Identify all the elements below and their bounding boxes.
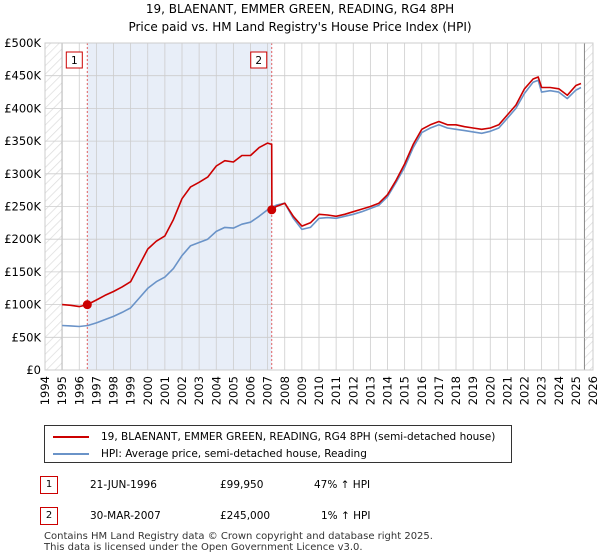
transaction-price: £99,950 — [220, 479, 264, 491]
legend-item-hpi: HPI: Average price, semi-detached house,… — [45, 446, 367, 462]
footer-attribution: Contains HM Land Registry data © Crown c… — [44, 531, 433, 553]
transaction-row: 2 30-MAR-2007 £245,000 1% ↑ HPI — [40, 507, 560, 527]
marker-label: 1 — [71, 55, 78, 67]
chart-subtitle: Price paid vs. HM Land Registry's House … — [128, 20, 471, 34]
transaction-date: 21-JUN-1996 — [90, 479, 157, 491]
x-tick-label: 2026 — [586, 376, 600, 405]
y-tick-label: £450K — [4, 69, 41, 83]
x-tick-label: 2004 — [209, 376, 223, 405]
legend-item-price: 19, BLAENANT, EMMER GREEN, READING, RG4 … — [45, 429, 495, 445]
x-tick-label: 2021 — [500, 376, 514, 405]
x-tick-label: 1996 — [72, 376, 86, 405]
transaction-price: £245,000 — [220, 510, 271, 522]
x-tick-label: 2012 — [346, 376, 360, 405]
legend-label-price: 19, BLAENANT, EMMER GREEN, READING, RG4 … — [101, 431, 496, 443]
sale-point — [267, 205, 277, 215]
transaction-badge: 2 — [40, 507, 58, 525]
plot-border — [44, 42, 594, 371]
x-tick-label: 2022 — [518, 376, 532, 405]
footer-line: Contains HM Land Registry data © Crown c… — [44, 531, 433, 542]
x-tick-label: 2015 — [398, 376, 412, 405]
x-tick-label: 2002 — [175, 376, 189, 405]
x-tick-label: 2003 — [192, 376, 206, 405]
price-chart: 19, BLAENANT, EMMER GREEN, READING, RG4 … — [4, 2, 600, 405]
x-tick-label: 2020 — [483, 376, 497, 405]
marker-badge — [65, 51, 83, 69]
x-tick-label: 2011 — [329, 376, 343, 405]
marker-badge — [250, 51, 268, 69]
x-tick-label: 2019 — [466, 376, 480, 405]
x-tick-label: 1994 — [38, 376, 52, 405]
y-tick-label: £150K — [4, 265, 41, 279]
y-tick-label: £400K — [4, 101, 41, 115]
transaction-date: 30-MAR-2007 — [90, 510, 161, 522]
price-paid-line — [62, 76, 582, 308]
x-tick-label: 2005 — [226, 376, 240, 405]
x-tick-label: 1997 — [89, 376, 103, 405]
chart-title: 19, BLAENANT, EMMER GREEN, READING, RG4 … — [146, 2, 454, 16]
x-tick-label: 2013 — [363, 376, 377, 405]
footer-line: This data is licensed under the Open Gov… — [44, 542, 363, 553]
transaction-row: 1 21-JUN-1996 £99,950 47% ↑ HPI — [40, 476, 560, 496]
y-tick-label: £50K — [12, 330, 42, 344]
x-tick-label: 2016 — [415, 376, 429, 405]
chart-legend: 19, BLAENANT, EMMER GREEN, READING, RG4 … — [44, 425, 512, 463]
x-tick-label: 2017 — [432, 376, 446, 405]
x-tick-label: 1995 — [55, 376, 69, 405]
hpi-line — [62, 79, 582, 328]
legend-label-hpi: HPI: Average price, semi-detached house,… — [101, 448, 367, 460]
x-tick-label: 2009 — [295, 376, 309, 405]
y-tick-label: £300K — [4, 167, 41, 181]
x-tick-label: 2024 — [552, 376, 566, 405]
sale-point — [82, 300, 92, 310]
y-tick-label: £250K — [4, 200, 41, 214]
marker-label: 2 — [255, 55, 262, 67]
x-tick-label: 1998 — [107, 376, 121, 405]
y-tick-label: £200K — [4, 232, 41, 246]
x-tick-label: 2006 — [244, 376, 258, 405]
x-tick-label: 2018 — [449, 376, 463, 405]
legend-swatch-price — [53, 436, 89, 438]
legend-swatch-hpi — [53, 453, 89, 455]
x-tick-label: 2000 — [141, 376, 155, 405]
transaction-hpi: 47% ↑ HPI — [314, 479, 371, 491]
x-tick-label: 2025 — [569, 376, 583, 405]
transaction-badge: 1 — [40, 476, 58, 494]
y-tick-label: £100K — [4, 298, 41, 312]
y-tick-label: £500K — [4, 36, 41, 50]
x-tick-label: 2007 — [261, 376, 275, 405]
x-tick-label: 1999 — [124, 376, 138, 405]
x-tick-label: 2010 — [312, 376, 326, 405]
x-tick-label: 2001 — [158, 376, 172, 405]
x-tick-label: 2008 — [278, 376, 292, 405]
y-tick-label: £350K — [4, 134, 41, 148]
x-tick-label: 2014 — [381, 376, 395, 405]
y-tick-label: £0 — [26, 363, 41, 377]
transaction-hpi: 1% ↑ HPI — [321, 510, 371, 522]
x-tick-label: 2023 — [535, 376, 549, 405]
